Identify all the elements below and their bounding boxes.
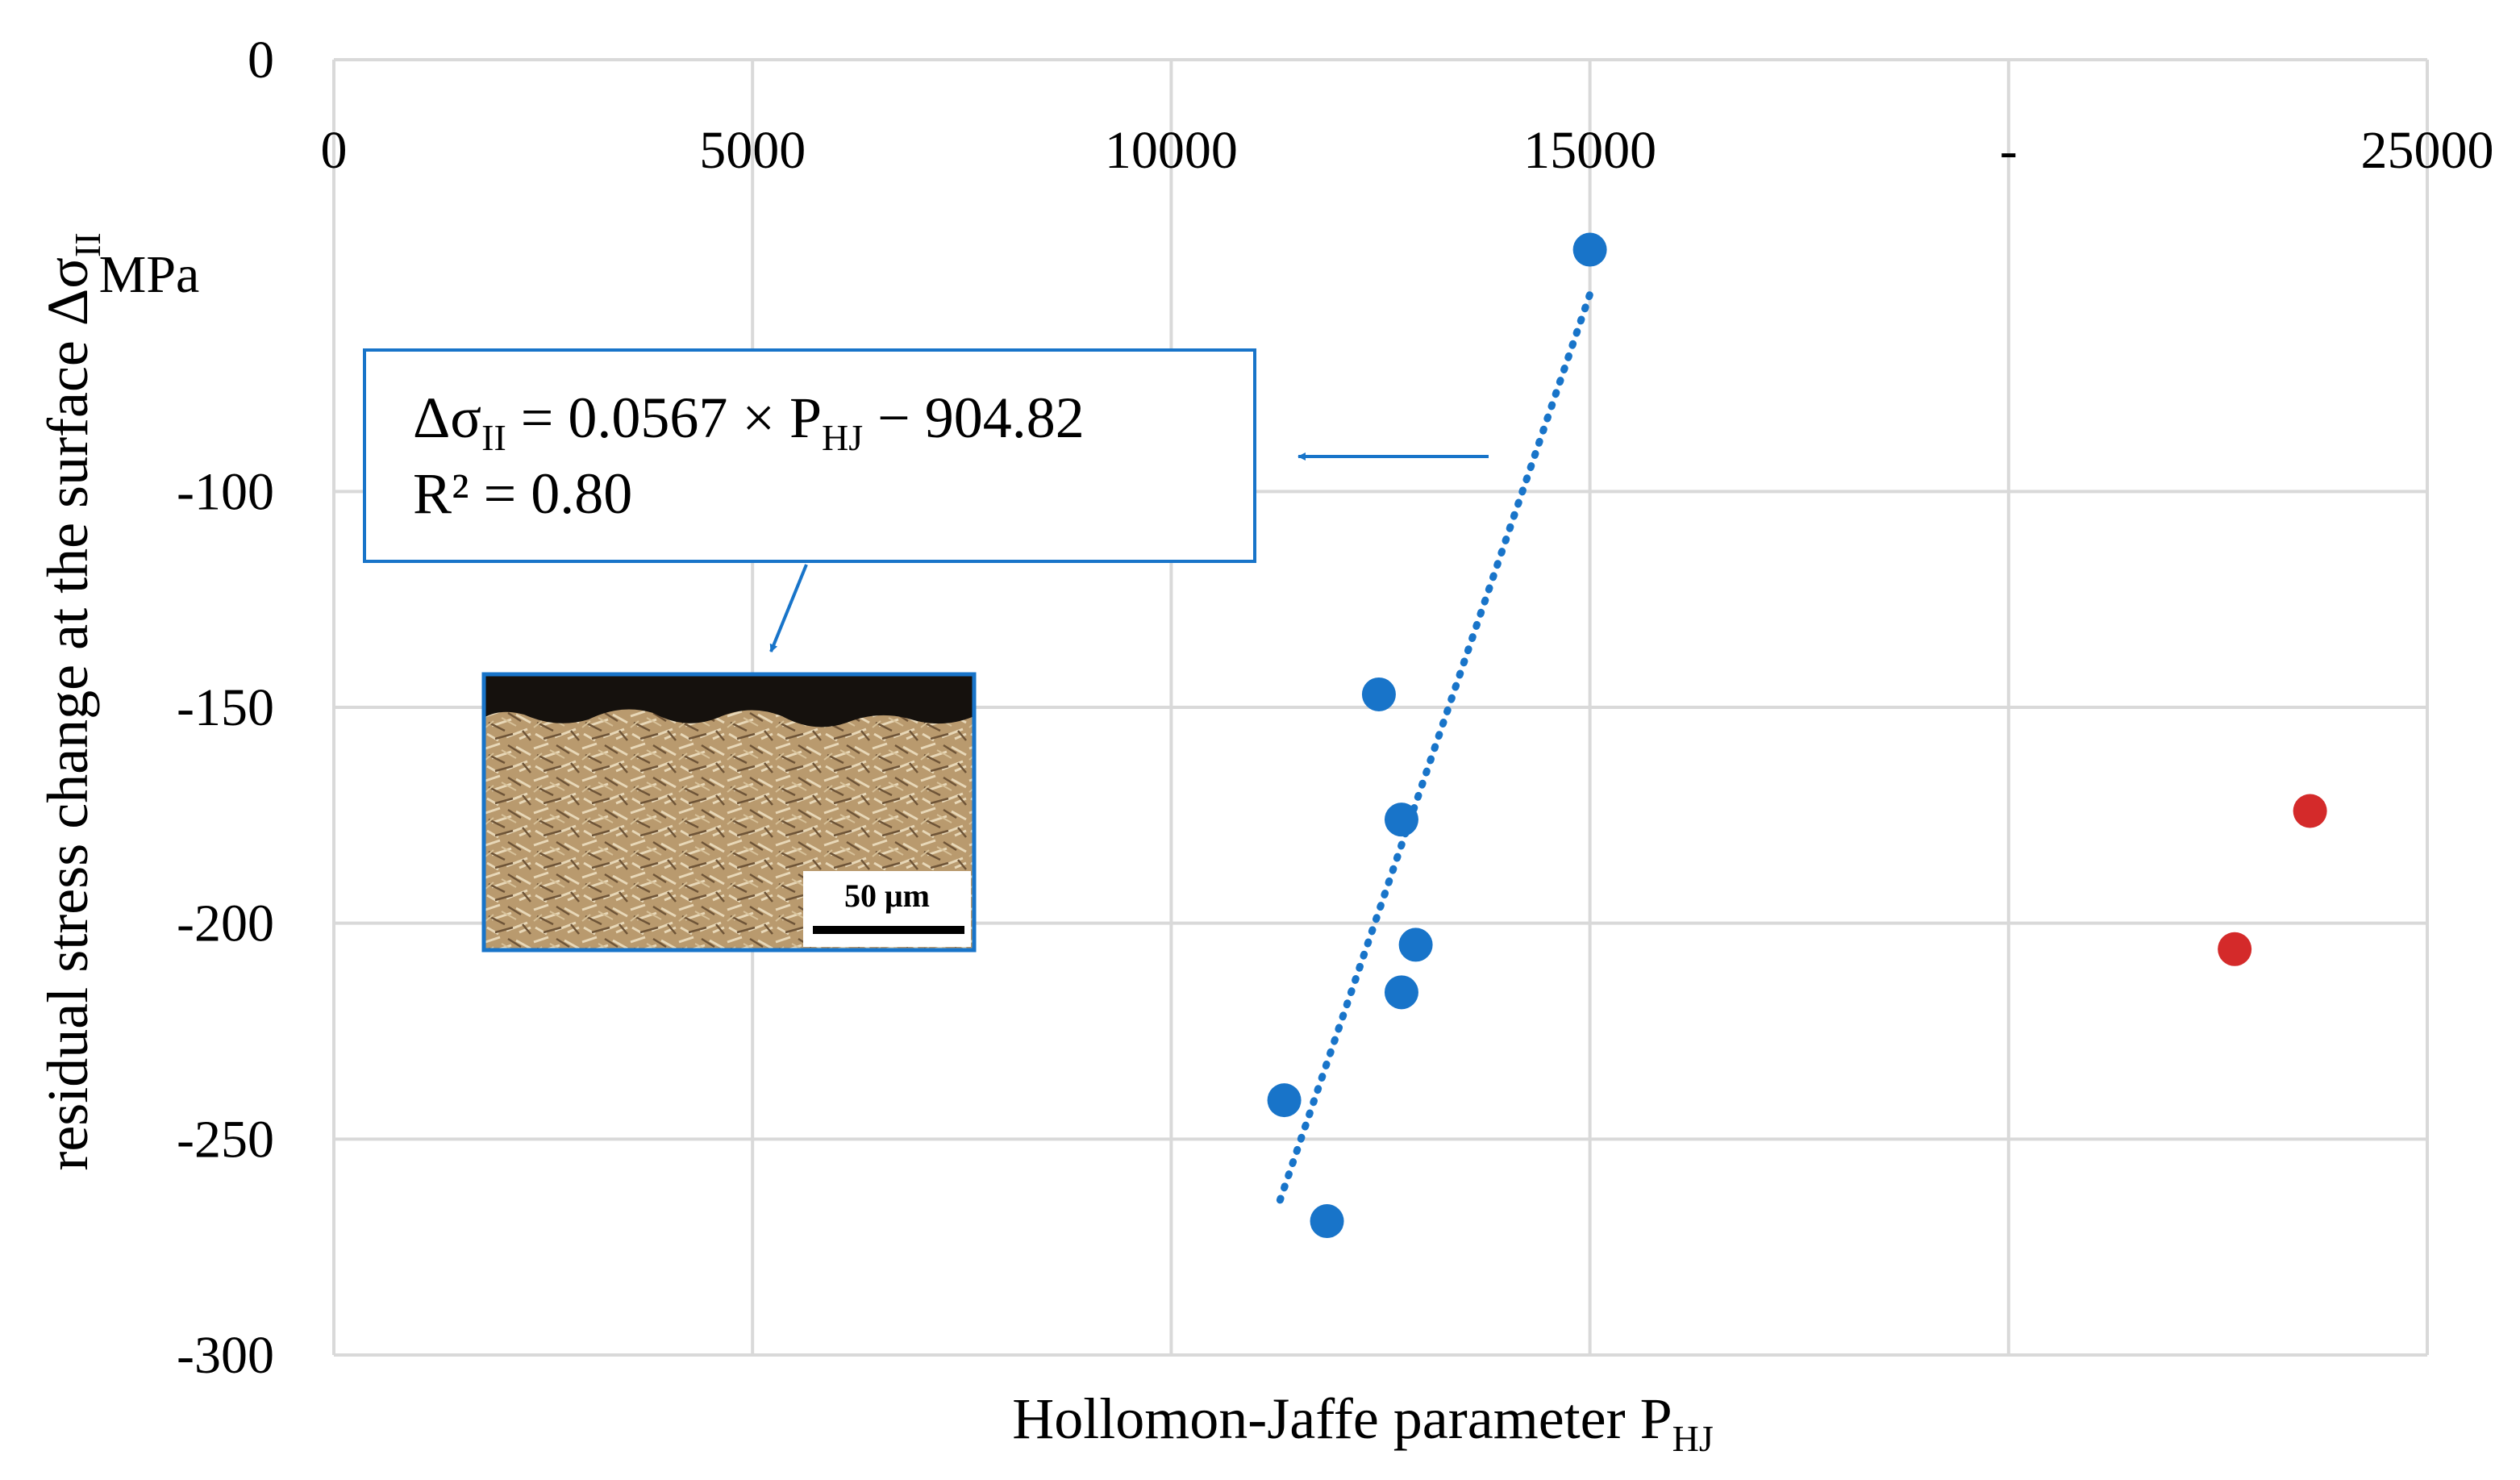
- x-tick-label: 0: [321, 121, 348, 180]
- y-tick-label: -100: [177, 462, 274, 521]
- y-tick-labels: 0 -100 -150 -200 -250 -300: [177, 31, 274, 1385]
- data-point-blue: [1310, 1204, 1344, 1239]
- data-point-blue: [1572, 232, 1607, 267]
- scale-bar-label: 50 μm: [844, 878, 930, 914]
- y-unit-label: MPa: [99, 245, 200, 304]
- y-axis-title: residual stress change at the surface Δσ…: [35, 232, 108, 1170]
- micrograph-dark-top: [484, 674, 974, 727]
- data-point-red: [2293, 794, 2327, 828]
- equation-text: ΔσII = 0.0567 × PHJ − 904.82: [413, 386, 1085, 458]
- data-point-blue: [1267, 1083, 1302, 1118]
- x-tick-label: 10000: [1105, 121, 1238, 180]
- data-point-blue: [1398, 928, 1433, 962]
- scale-bar-box: [803, 871, 971, 947]
- x-tick-labels: 0 5000 10000 15000 - 25000: [321, 121, 2494, 180]
- r-squared-text: R² = 0.80: [413, 461, 632, 526]
- y-tick-label: -250: [177, 1110, 274, 1169]
- y-tick-label: -200: [177, 894, 274, 953]
- x-tick-label: 15000: [1523, 121, 1656, 180]
- data-point-blue: [1384, 803, 1418, 837]
- x-axis-title: Hollomon-Jaffe parameter PHJ: [1012, 1386, 1714, 1459]
- micrograph-inset: 50 μm: [481, 672, 977, 953]
- micrograph-frame: [481, 672, 977, 953]
- data-points: [1267, 232, 2327, 1239]
- data-point-blue: [1361, 677, 1396, 711]
- trendline: [1276, 290, 1594, 1204]
- equation-box: [363, 348, 1256, 563]
- x-tick-label: 25000: [2361, 121, 2494, 180]
- equation-annotation: ΔσII = 0.0567 × PHJ − 904.82 R² = 0.80: [363, 348, 1256, 563]
- x-tick-label: 5000: [699, 121, 806, 180]
- y-tick-label: 0: [248, 31, 274, 90]
- scale-bar: [813, 926, 964, 934]
- y-tick-label: -300: [177, 1326, 274, 1385]
- y-tick-label: -150: [177, 678, 274, 737]
- x-tick-label: -: [2000, 121, 2018, 180]
- data-point-red: [2218, 932, 2252, 966]
- inset-arrow: [769, 564, 808, 652]
- data-point-blue: [1384, 975, 1418, 1010]
